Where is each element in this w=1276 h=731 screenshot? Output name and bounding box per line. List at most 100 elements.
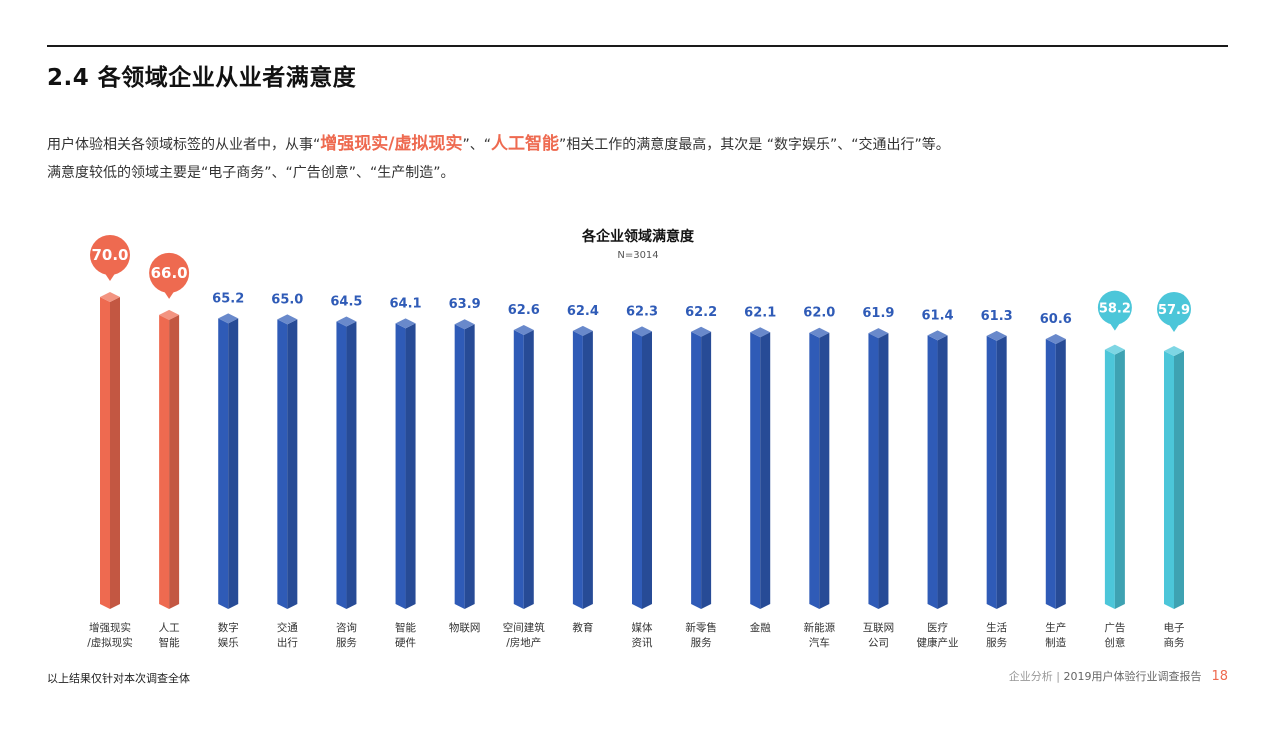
bar-face-top [809, 327, 830, 338]
category-label: 智能 [395, 621, 416, 634]
value-label: 62.1 [744, 305, 776, 320]
bubble-pointer [163, 289, 176, 299]
bar-face-top [218, 313, 239, 324]
bar-face-right [464, 324, 475, 609]
intro-text: 用户体验相关各领域标签的从业者中，从事“增强现实/虚拟现实”、“人工智能”相关工… [47, 130, 950, 187]
bar-face-top [1164, 346, 1184, 356]
bar-face-top [1104, 344, 1125, 355]
bubble-circle [149, 252, 190, 293]
bar-face-right [760, 332, 771, 609]
bar-face-right [1055, 338, 1066, 609]
value-label: 62.2 [685, 305, 717, 320]
bar-face-left [159, 314, 170, 609]
category-label: 商务 [1164, 636, 1186, 649]
bar-face-top [277, 314, 298, 325]
bar-face-top [986, 330, 1007, 341]
bar-face-right [287, 319, 298, 609]
value-label: 60.6 [1040, 312, 1072, 327]
bar-face-right [1174, 351, 1184, 609]
value-bubble: 66.0 [149, 252, 190, 299]
category-label: 交通 [277, 621, 298, 634]
value-label: 64.5 [330, 295, 362, 310]
intro-text-a: 用户体验相关各领域标签的从业者中，从事“ [47, 137, 321, 153]
category-label: 金融 [750, 621, 771, 634]
intro-line-1: 用户体验相关各领域标签的从业者中，从事“增强现实/虚拟现实”、“人工智能”相关工… [47, 130, 950, 159]
footnote: 以上结果仅针对本次调查全体 [47, 672, 190, 685]
intro-text-c: ”相关工作的满意度最高，其次是 “数字娱乐”、“交通出行”等。 [559, 137, 950, 153]
category-label: 服务 [986, 636, 1007, 649]
bar-7 [454, 319, 475, 609]
bar-8 [513, 325, 534, 609]
value-bubble: 70.0 [90, 235, 130, 281]
value-label: 58.2 [1099, 302, 1131, 317]
value-label: 61.3 [981, 309, 1013, 324]
bar-12 [750, 327, 771, 609]
top-rule [47, 45, 1228, 47]
bar-17 [1045, 333, 1066, 609]
value-label: 62.6 [508, 303, 540, 318]
bar-face-top [927, 330, 948, 341]
bar-9 [572, 325, 593, 609]
category-label: 公司 [868, 637, 889, 649]
category-label: 智能 [159, 636, 180, 649]
bar-face-left [100, 297, 110, 609]
bar-face-left [809, 332, 820, 609]
category-label: 资讯 [632, 636, 653, 649]
value-label: 57.9 [1158, 303, 1190, 318]
footer-separator: | [1052, 670, 1064, 683]
category-label: /虚拟现实 [87, 636, 133, 649]
value-label: 61.4 [922, 308, 954, 323]
bar-face-left [868, 333, 879, 609]
bar-face-right [701, 331, 712, 609]
bar-face-right [523, 330, 534, 609]
bar-14 [868, 328, 889, 609]
bar-face-left [336, 321, 347, 609]
category-label: 电子 [1164, 621, 1185, 634]
value-label: 70.0 [91, 246, 128, 264]
highlight-ar-vr: 增强现实/虚拟现实 [320, 134, 463, 154]
footer-report-title: 2019用户体验行业调查报告 [1063, 670, 1202, 683]
bar-18 [1104, 344, 1125, 609]
bar-face-left [691, 331, 702, 609]
category-label: 服务 [336, 636, 357, 649]
bar-face-left [218, 318, 229, 609]
bar-face-right [819, 332, 830, 609]
bar-2 [159, 309, 180, 609]
chart-subtitle: N=3014 [617, 250, 659, 261]
category-label: 硬件 [395, 637, 416, 649]
bar-face-right [878, 333, 889, 609]
bar-face-left [632, 331, 642, 609]
bar-face-right [405, 323, 416, 609]
bubble-pointer [104, 272, 116, 281]
bar-10 [632, 326, 652, 609]
footer-section: 企业分析 [1008, 670, 1053, 683]
category-label: 服务 [691, 636, 712, 649]
bar-6 [395, 318, 416, 609]
category-label: 空间建筑 [503, 621, 545, 634]
bar-face-right [642, 331, 652, 609]
bubble-pointer [1168, 323, 1180, 332]
bar-face-left [986, 335, 997, 609]
bar-face-top [100, 292, 120, 302]
bar-15 [927, 330, 948, 609]
category-label: 互联网 [863, 622, 895, 634]
category-label: 生产 [1045, 621, 1066, 634]
bar-face-right [1114, 349, 1125, 609]
category-label: 教育 [572, 621, 593, 634]
value-label: 63.9 [449, 297, 481, 312]
value-label: 64.1 [390, 296, 422, 311]
category-label: 媒体 [632, 621, 653, 634]
bar-face-left [750, 332, 761, 609]
bar-face-top [159, 309, 180, 320]
category-label: 娱乐 [218, 636, 239, 649]
bar-face-top [336, 316, 357, 327]
bubble-pointer [1108, 321, 1121, 331]
category-label: 咨询 [336, 621, 357, 634]
category-label: 人工 [159, 622, 180, 634]
bar-face-left [1104, 349, 1115, 609]
bar-face-right [937, 335, 948, 609]
intro-text-b: ”、“ [462, 137, 491, 153]
bar-19 [1164, 346, 1184, 609]
bar-face-top [691, 326, 712, 337]
